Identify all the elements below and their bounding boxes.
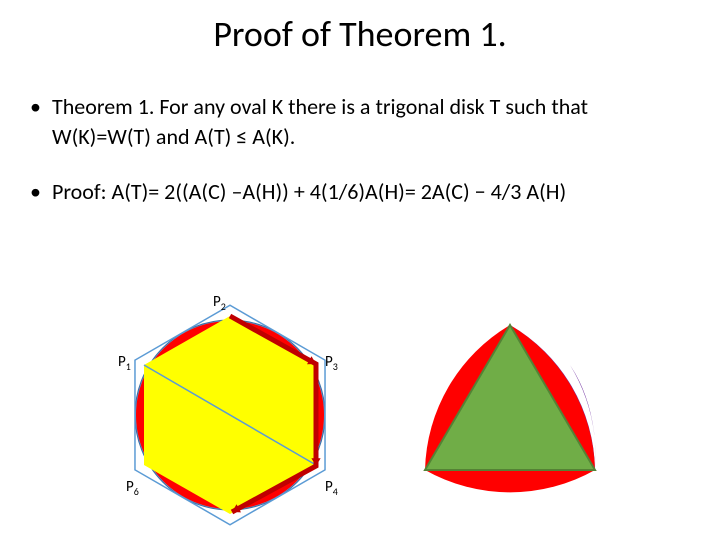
label-p4: P4 xyxy=(325,478,338,498)
bullet-proof: Proof: A(T)= 2((A(C) –A(H)) + 4(1/6)A(H)… xyxy=(0,177,720,207)
label-p2: P2 xyxy=(213,293,226,313)
label-p1: P1 xyxy=(118,353,131,373)
bullet-theorem: Theorem 1. For any oval K there is a tri… xyxy=(0,92,720,151)
diagram-svg xyxy=(0,288,720,540)
label-p6: P6 xyxy=(126,478,139,498)
figures-area: P2 P1 P3 P6 P4 xyxy=(0,288,720,540)
label-p3: P3 xyxy=(325,353,338,373)
slide-title: Proof of Theorem 1. xyxy=(0,0,720,56)
